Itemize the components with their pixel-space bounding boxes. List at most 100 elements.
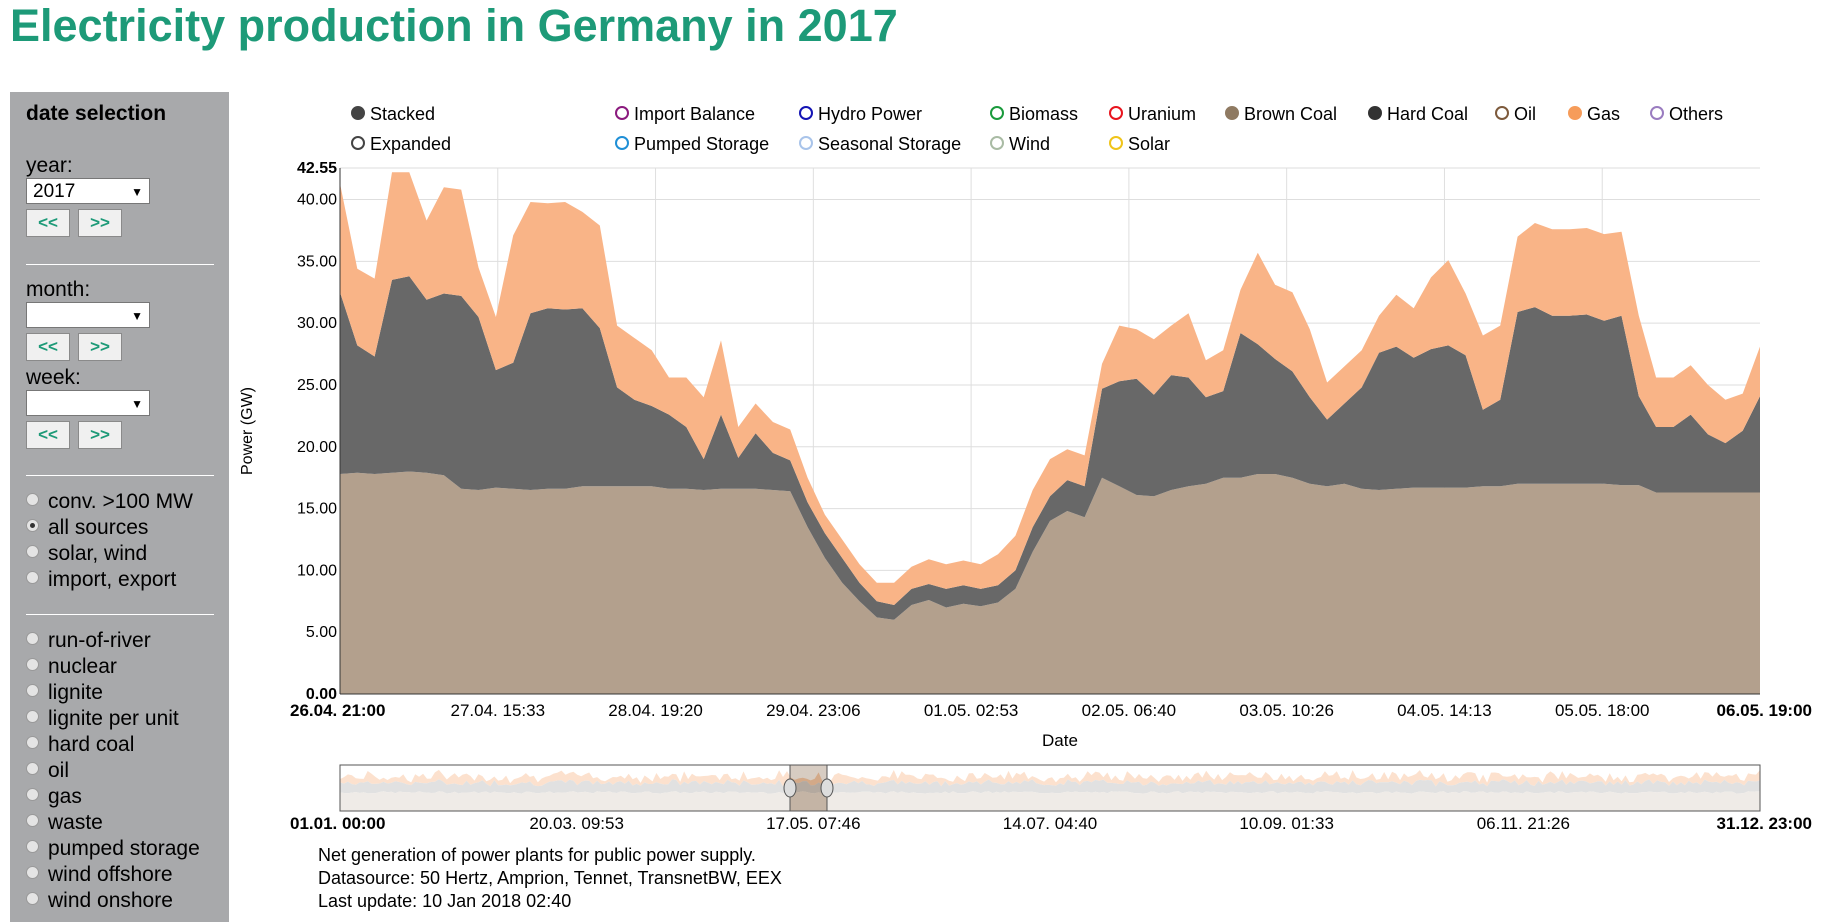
stacked-swatch-icon: [351, 106, 365, 121]
overview-mask-left: [339, 764, 791, 812]
radio-button[interactable]: [26, 631, 39, 645]
radio-button[interactable]: [26, 865, 39, 879]
year-select[interactable]: 2017 ▼: [26, 178, 150, 204]
legend-biomass[interactable]: Biomass: [990, 103, 1078, 125]
radio-button[interactable]: [26, 657, 39, 671]
legend-gas[interactable]: Gas: [1568, 103, 1620, 125]
radio-oil[interactable]: oil: [26, 759, 69, 783]
legend-uranium[interactable]: Uranium: [1109, 103, 1196, 125]
radio-label: nuclear: [48, 655, 117, 678]
month-label: month:: [26, 278, 91, 301]
legend-pumped-storage[interactable]: Pumped Storage: [615, 133, 769, 155]
radio-label: gas: [48, 785, 82, 808]
radio-import-export[interactable]: import, export: [26, 568, 176, 592]
x-tick-label: 05.05. 18:00: [1555, 701, 1650, 720]
radio-lignite-per-unit[interactable]: lignite per unit: [26, 707, 179, 731]
area-hard-coal: [340, 276, 1760, 620]
radio-run-of-river[interactable]: run-of-river: [26, 629, 151, 653]
legend-oil[interactable]: Oil: [1495, 103, 1536, 125]
month-next-button[interactable]: >>: [78, 333, 122, 361]
radio-pumped-storage[interactable]: pumped storage: [26, 837, 200, 861]
legend-import-balance[interactable]: Import Balance: [615, 103, 755, 125]
radio-button[interactable]: [26, 570, 39, 584]
import-balance-swatch-icon: [615, 106, 629, 121]
radio-button[interactable]: [26, 839, 39, 853]
week-prev-button[interactable]: <<: [26, 421, 70, 449]
radio-label: hard coal: [48, 733, 135, 756]
legend-hard-coal[interactable]: Hard Coal: [1368, 103, 1468, 125]
legend-expanded[interactable]: Expanded: [351, 133, 451, 155]
legend-wind[interactable]: Wind: [990, 133, 1050, 155]
legend-others[interactable]: Others: [1650, 103, 1723, 125]
legend-seasonal-storage[interactable]: Seasonal Storage: [799, 133, 961, 155]
radio-lignite[interactable]: lignite: [26, 681, 103, 705]
year-next-button[interactable]: >>: [78, 209, 122, 237]
radio-button[interactable]: [26, 709, 39, 723]
radio-button[interactable]: [26, 787, 39, 801]
legend-label: Oil: [1514, 104, 1536, 124]
seasonal-storage-swatch-icon: [799, 136, 813, 151]
solar-swatch-icon: [1109, 136, 1123, 151]
divider: [26, 264, 214, 265]
x-tick-label: 01.05. 02:53: [924, 701, 1019, 720]
radio-label: oil: [48, 759, 70, 782]
month-prev-button[interactable]: <<: [26, 333, 70, 361]
overview-area-brown-coal: [340, 791, 1760, 811]
radio-button[interactable]: [26, 518, 39, 532]
legend-stacked[interactable]: Stacked: [351, 103, 435, 125]
divider: [26, 614, 214, 615]
radio-waste[interactable]: waste: [26, 811, 103, 835]
legend-solar[interactable]: Solar: [1109, 133, 1170, 155]
radio-label: lignite: [48, 681, 103, 704]
radio-button[interactable]: [26, 813, 39, 827]
radio-button[interactable]: [26, 492, 39, 506]
pumped-storage-swatch-icon: [615, 136, 629, 151]
radio-label: all sources: [48, 516, 149, 539]
legend-label: Gas: [1587, 104, 1621, 124]
radio-button[interactable]: [26, 735, 39, 749]
legend-label: Solar: [1128, 134, 1171, 154]
x-tick-label: 26.04. 21:00: [290, 701, 385, 720]
legend-hydro-power[interactable]: Hydro Power: [799, 103, 922, 125]
radio-conv-100mw[interactable]: conv. >100 MW: [26, 490, 193, 514]
overview-area-hard-coal: [340, 779, 1760, 794]
oil-swatch-icon: [1495, 106, 1509, 121]
legend-label: Brown Coal: [1244, 104, 1338, 124]
y-tick-label: 10.00: [297, 562, 337, 579]
radio-label: conv. >100 MW: [48, 490, 193, 513]
month-select[interactable]: ▼: [26, 302, 150, 328]
overview-tick-label: 20.03. 09:53: [529, 814, 624, 833]
radio-button[interactable]: [26, 544, 39, 558]
radio-nuclear[interactable]: nuclear: [26, 655, 117, 679]
radio-button[interactable]: [26, 683, 39, 697]
week-select[interactable]: ▼: [26, 390, 150, 416]
legend-label: Uranium: [1128, 104, 1197, 124]
gas-swatch-icon: [1568, 106, 1582, 121]
legend-label: Hydro Power: [818, 104, 923, 124]
radio-label: waste: [48, 811, 103, 834]
radio-gas[interactable]: gas: [26, 785, 82, 809]
radio-label: wind onshore: [48, 889, 173, 912]
date-selection-sidebar: date selection year: 2017 ▼ << >> month:…: [10, 92, 229, 922]
week-next-button[interactable]: >>: [78, 421, 122, 449]
overview-tick-label: 06.11. 21:26: [1477, 814, 1570, 833]
radio-wind-onshore[interactable]: wind onshore: [26, 889, 173, 913]
radio-button[interactable]: [26, 891, 39, 905]
overview-tick-label: 10.09. 01:33: [1239, 814, 1334, 833]
y-tick-label: 42.55: [297, 160, 337, 177]
legend-brown-coal[interactable]: Brown Coal: [1225, 103, 1337, 125]
x-tick-label: 28.04. 19:20: [608, 701, 703, 720]
brown-coal-swatch-icon: [1225, 106, 1239, 121]
radio-all-sources[interactable]: all sources: [26, 516, 148, 540]
radio-solar-wind[interactable]: solar, wind: [26, 542, 147, 566]
radio-hard-coal[interactable]: hard coal: [26, 733, 134, 757]
radio-button[interactable]: [26, 761, 39, 775]
radio-wind-offshore[interactable]: wind offshore: [26, 863, 173, 887]
footer-datasource: Datasource: 50 Hertz, Amprion, Tennet, T…: [318, 868, 782, 888]
year-prev-button[interactable]: <<: [26, 209, 70, 237]
radio-label: run-of-river: [48, 629, 151, 652]
y-tick-label: 5.00: [306, 624, 337, 641]
year-select-value: 2017: [33, 181, 76, 202]
radio-label: import, export: [48, 568, 177, 591]
week-label: week:: [26, 366, 81, 389]
